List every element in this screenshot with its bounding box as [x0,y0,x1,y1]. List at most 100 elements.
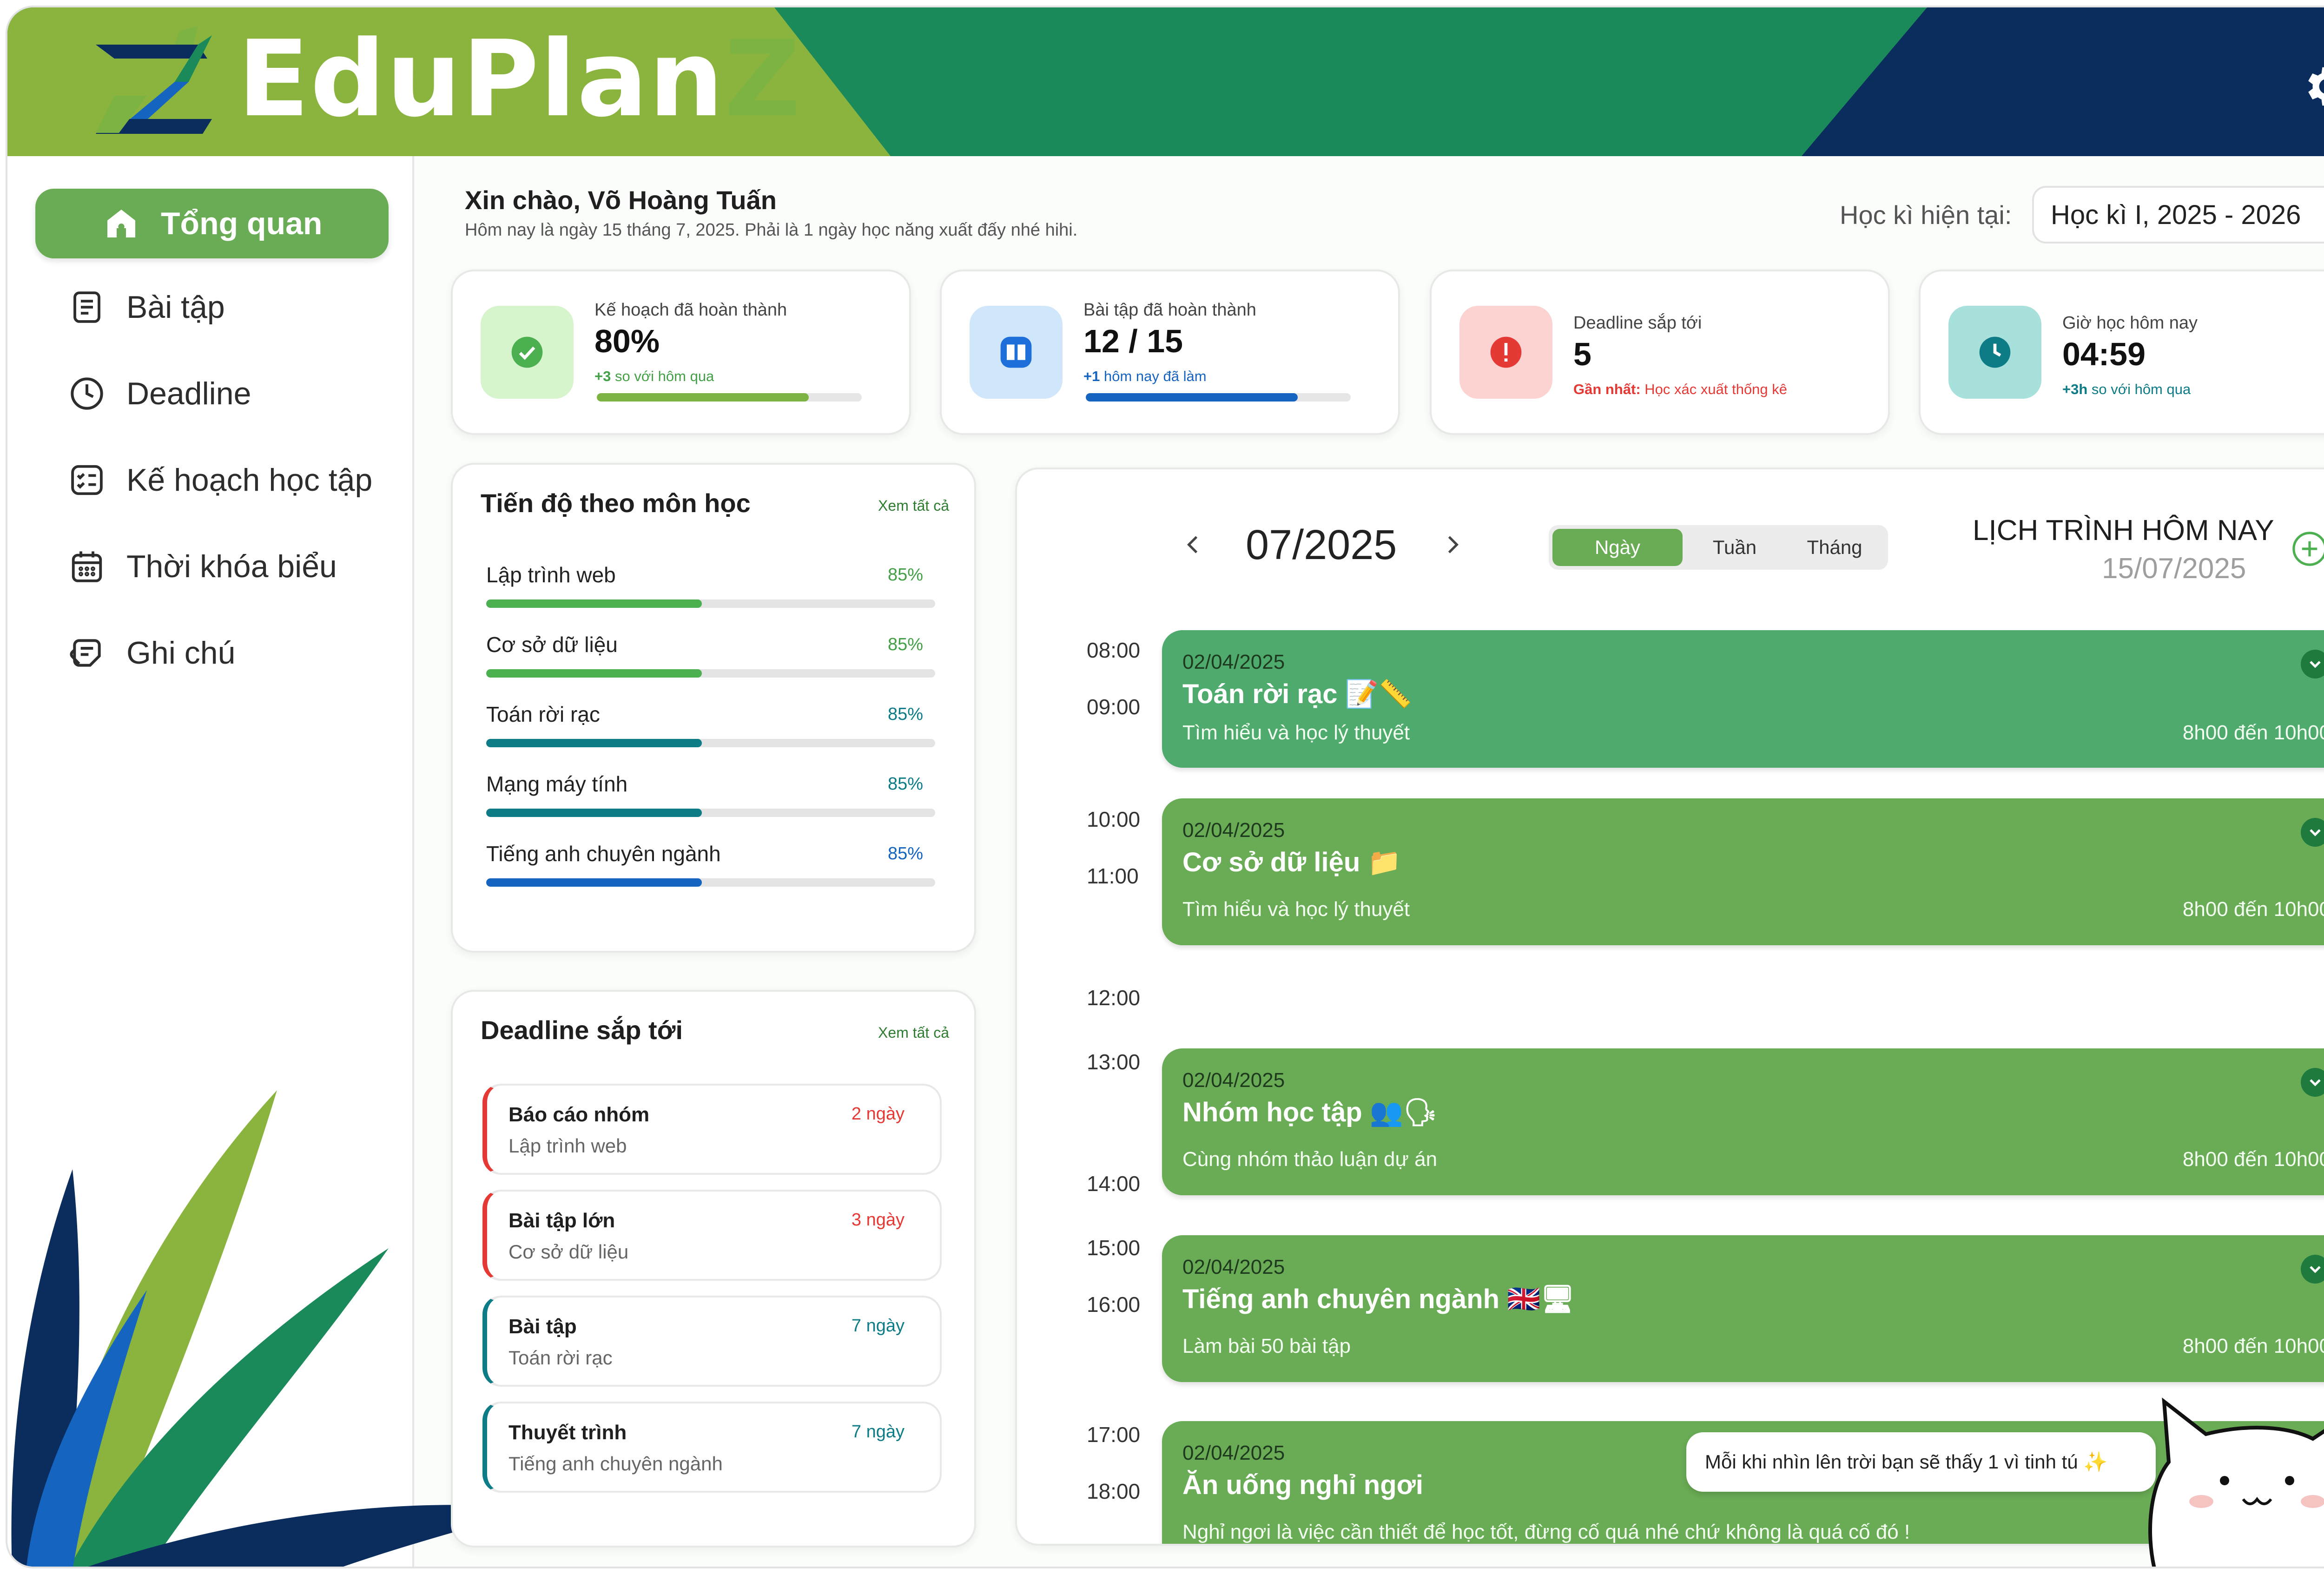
deadline-item[interactable]: Bài tập Toán rời rạc 7 ngày [482,1296,942,1387]
stat-value: 80% [594,323,660,359]
hour-label: 18:00 [1087,1479,1141,1503]
hour-label: 17:00 [1087,1423,1141,1447]
subject-percent: 85% [887,705,923,724]
sidebar-item-deadline[interactable]: Deadline [35,359,389,428]
hour-label: 12:00 [1087,986,1141,1010]
schedule-event[interactable]: 02/04/2025 Cơ sở dữ liệu 📁 Tìm hiểu và h… [1162,798,2324,945]
deadline-item[interactable]: Báo cáo nhóm Lập trình web 2 ngày [482,1084,942,1175]
sidebar-item-study-plan[interactable]: Kế hoạch học tập [35,445,389,515]
sidebar-item-timetable[interactable]: Thời khóa biểu [35,532,389,601]
deadline-due: 7 ngày [851,1422,905,1442]
header-banner: EduPlanZ [7,7,2324,156]
subject-row: Lập trình web 85% [486,562,935,618]
schedule-event[interactable]: 02/04/2025 Nhóm học tập 👥🗣 Cùng nhóm thả… [1162,1048,2324,1195]
cat-mascot-icon [2148,1397,2324,1567]
expand-event-toggle[interactable] [2301,1068,2324,1097]
stat-note: +3 so với hôm qua [594,368,714,384]
stat-value: 04:59 [2062,336,2146,372]
stat-card-plan[interactable]: Kế hoạch đã hoàn thành 80% +3 so với hôm… [451,270,911,435]
calendar-icon [66,546,108,587]
sidebar-item-label: Ghi chú [126,635,236,671]
subject-progress-bar [486,599,935,608]
event-date: 02/04/2025 [1182,1069,1285,1092]
event-time: 8h00 đến 10h00 [2182,1148,2324,1171]
event-description: Cùng nhóm thảo luận dự án [1182,1148,1438,1171]
logo-icon [96,26,212,134]
note-icon [66,632,108,674]
deadline-title: Bài tập lớn [508,1209,615,1232]
deadline-item[interactable]: Thuyết trình Tiếng anh chuyên ngành 7 ng… [482,1402,942,1493]
panel-title: Deadline sắp tới [481,1015,683,1045]
document-icon [66,286,108,328]
see-all-link[interactable]: Xem tất cả [878,497,949,514]
schedule-panel: 07/2025 Ngày Tuần Tháng LỊCH TRÌNH HÔM N… [1015,468,2324,1546]
check-circle-icon [481,306,574,399]
current-month: 07/2025 [1246,522,1397,568]
add-event-icon[interactable] [2291,531,2324,567]
view-week-tab[interactable]: Tuần [1712,536,1757,558]
stat-value: 12 / 15 [1083,323,1183,359]
subject-row: Toán rời rạc 85% [486,702,935,757]
subject-name: Cơ sở dữ liệu [486,632,618,657]
sidebar-item-label: Bài tập [126,290,225,325]
home-icon [100,203,142,244]
header-background [7,7,2324,156]
view-day-tab[interactable]: Ngày [1552,529,1683,566]
deadline-subject: Toán rời rạc [508,1347,613,1369]
today-schedule-date: 15/07/2025 [2102,553,2246,585]
deadline-due: 3 ngày [851,1210,905,1230]
subject-progress-bar [486,878,935,887]
deadline-title: Báo cáo nhóm [508,1103,650,1126]
sidebar-item-assignments[interactable]: Bài tập [35,272,389,342]
event-time: 8h00 đến 10h00 [2182,721,2324,744]
next-month-button[interactable] [1439,526,1467,563]
deadline-title: Bài tập [508,1315,577,1338]
subject-name: Mạng máy tính [486,772,628,796]
expand-event-toggle[interactable] [2301,818,2324,847]
stat-label: Deadline sắp tới [1573,313,1702,333]
semester-select[interactable]: Học kì I, 2025 - 2026 [2032,186,2324,244]
view-switcher: Ngày Tuần Tháng [1549,525,1888,570]
event-date: 02/04/2025 [1182,819,1285,842]
deadline-item[interactable]: Bài tập lớn Cơ sở dữ liệu 3 ngày [482,1190,942,1281]
clock-icon [1948,306,2041,399]
stat-card-deadlines[interactable]: Deadline sắp tới 5 Gần nhất: Học xác xuấ… [1430,270,1890,435]
chevron-down-icon [2310,661,2321,668]
subject-progress-bar [486,669,935,678]
stat-label: Giờ học hôm nay [2062,313,2198,333]
expand-event-toggle[interactable] [2301,650,2324,678]
stat-card-assignments[interactable]: Bài tập đã hoàn thành 12 / 15 +1 hôm nay… [940,270,1400,435]
hour-label: 13:00 [1087,1050,1141,1074]
greeting-title: Xin chào, Võ Hoàng Tuấn [465,185,777,215]
decorative-leaves [11,1090,537,1567]
event-date: 02/04/2025 [1182,651,1285,673]
stat-label: Bài tập đã hoàn thành [1083,300,1256,320]
stat-card-study-hours[interactable]: Giờ học hôm nay 04:59 +3h so với hôm qua [1919,270,2324,435]
stat-note: +1 hôm nay đã làm [1083,368,1207,384]
event-title: Toán rời rạc 📝📏 [1182,679,1413,709]
event-description: Tìm hiểu và học lý thuyết [1182,898,1410,921]
chevron-left-icon [1187,536,1198,553]
stat-label: Kế hoạch đã hoàn thành [594,300,787,320]
prev-month-button[interactable] [1179,526,1207,563]
sidebar-item-notes[interactable]: Ghi chú [35,618,389,688]
stat-note: +3h so với hôm qua [2062,381,2191,397]
subject-name: Toán rời rạc [486,702,600,726]
panel-title: Tiến độ theo môn học [481,488,751,518]
today-schedule-title: LỊCH TRÌNH HÔM NAY [1973,514,2274,547]
hour-label: 16:00 [1087,1292,1141,1317]
subject-row: Tiếng anh chuyên ngành 85% [486,841,935,897]
expand-event-toggle[interactable] [2301,1255,2324,1284]
alert-icon [1459,306,1552,399]
settings-gear-icon[interactable] [2299,61,2324,112]
stat-progress-bar [597,393,862,402]
schedule-event[interactable]: 02/04/2025 Toán rời rạc 📝📏 Tìm hiểu và h… [1162,630,2324,768]
subject-row: Cơ sở dữ liệu 85% [486,632,935,688]
sidebar-item-label: Tổng quan [161,206,323,241]
event-title: Cơ sở dữ liệu 📁 [1182,847,1401,877]
event-date: 02/04/2025 [1182,1442,1285,1464]
see-all-link[interactable]: Xem tất cả [878,1024,949,1041]
view-month-tab[interactable]: Tháng [1807,536,1862,558]
schedule-event[interactable]: 02/04/2025 Tiếng anh chuyên ngành 🇬🇧🖥 Là… [1162,1235,2324,1382]
sidebar-item-overview[interactable]: Tổng quan [35,189,389,258]
